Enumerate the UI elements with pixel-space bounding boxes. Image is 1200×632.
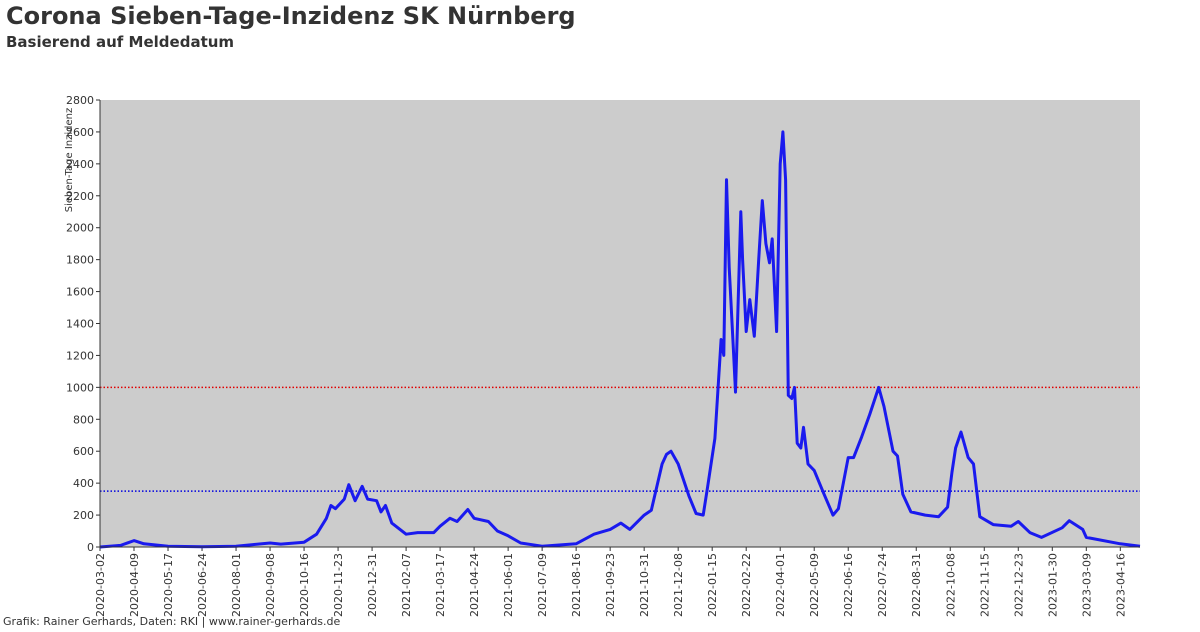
x-tick-label: 2023-01-30: [1046, 553, 1059, 617]
plot-area: [100, 100, 1140, 547]
chart-subtitle: Basierend auf Meldedatum: [6, 33, 234, 51]
x-tick-label: 2022-02-22: [740, 553, 753, 617]
x-tick-label: 2021-12-08: [672, 553, 685, 617]
y-tick-label: 400: [73, 477, 94, 490]
y-tick-label: 2800: [66, 94, 94, 107]
y-tick-label: 0: [87, 541, 94, 554]
x-tick-label: 2023-03-09: [1080, 553, 1093, 617]
x-tick-label: 2022-08-31: [910, 553, 923, 617]
y-tick-label: 1600: [66, 286, 94, 299]
x-tick-label: 2021-02-07: [400, 553, 413, 617]
y-tick-label: 2400: [66, 158, 94, 171]
y-tick-label: 1000: [66, 381, 94, 394]
data-line: [99, 130, 1141, 549]
x-tick-label: 2020-08-01: [230, 553, 243, 617]
x-tick-label: 2021-04-24: [468, 553, 481, 617]
y-tick-label: 800: [73, 413, 94, 426]
x-tick-label: 2021-08-16: [570, 553, 583, 617]
x-tick-label: 2020-03-02: [94, 553, 107, 617]
x-tick-label: 2020-12-31: [366, 553, 379, 617]
x-tick-label: 2021-09-23: [604, 553, 617, 617]
x-tick-label: 2023-04-16: [1114, 553, 1127, 617]
x-tick-label: 2021-07-09: [536, 553, 549, 617]
x-tick-label: 2022-01-15: [706, 553, 719, 617]
y-tick-label: 1200: [66, 349, 94, 362]
y-tick-label: 2000: [66, 222, 94, 235]
x-tick-label: 2020-10-16: [298, 553, 311, 617]
y-tick-label: 600: [73, 445, 94, 458]
x-tick-label: 2020-04-09: [128, 553, 141, 617]
x-tick-label: 2020-06-24: [196, 553, 209, 617]
x-tick-label: 2022-12-23: [1012, 553, 1025, 617]
x-tick-label: 2022-10-08: [944, 553, 957, 617]
x-tick-label: 2020-05-17: [162, 553, 175, 617]
y-tick-label: 1400: [66, 318, 94, 331]
x-tick-label: 2022-11-15: [978, 553, 991, 617]
x-tick-label: 2022-06-16: [842, 553, 855, 617]
x-tick-label: 2021-03-17: [434, 553, 447, 617]
x-tick-label: 2022-05-09: [808, 553, 821, 617]
x-tick-label: 2021-10-31: [638, 553, 651, 617]
x-tick-label: 2020-09-08: [264, 553, 277, 617]
chart-title: Corona Sieben-Tage-Inzidenz SK Nürnberg: [6, 2, 576, 30]
y-tick-label: 200: [73, 509, 94, 522]
x-tick-label: 2022-07-24: [876, 553, 889, 617]
y-tick-label: 2200: [66, 190, 94, 203]
y-axis-label: Sieben-Tage Inzidenz: [64, 108, 75, 212]
x-tick-label: 2021-06-01: [502, 553, 515, 617]
y-tick-label: 2600: [66, 126, 94, 139]
y-tick-label: 1800: [66, 254, 94, 267]
x-tick-label: 2022-04-01: [774, 553, 787, 617]
footer: Grafik: Rainer Gerhards, Daten: RKI | ww…: [3, 615, 341, 628]
x-tick-label: 2020-11-23: [332, 553, 345, 617]
